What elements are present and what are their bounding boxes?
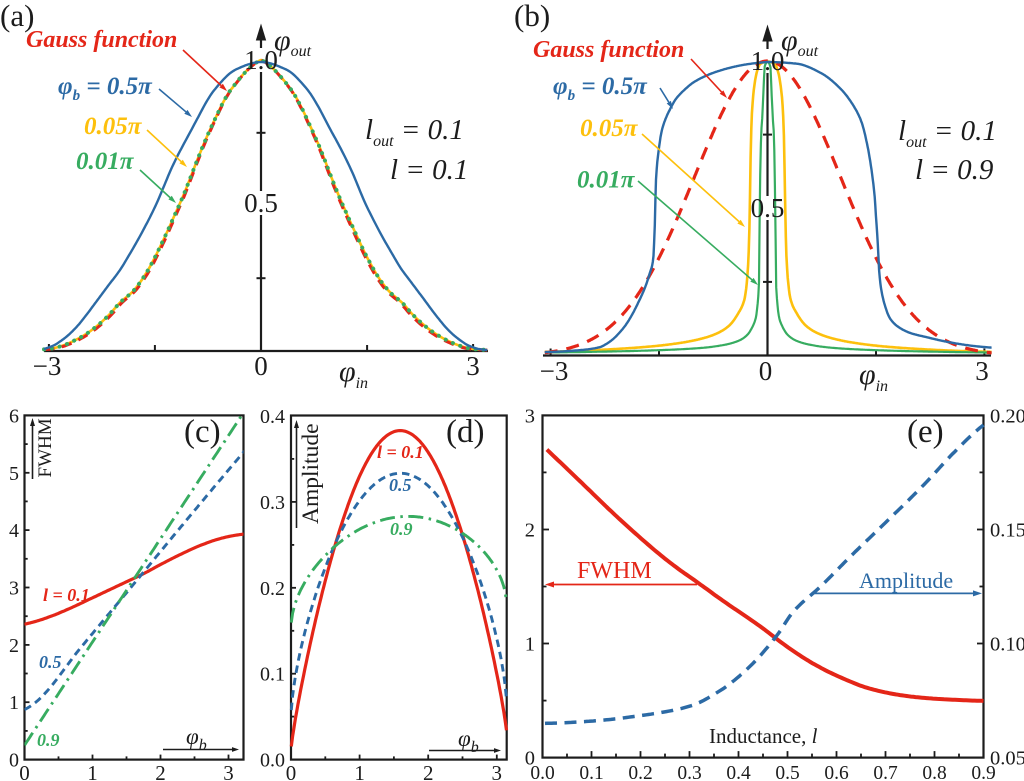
svg-text:3: 3	[9, 578, 19, 600]
svg-text:1.0: 1.0	[244, 45, 278, 75]
svg-text:Gauss function: Gauss function	[533, 37, 684, 63]
svg-text:0: 0	[19, 761, 30, 781]
svg-text:0.7: 0.7	[873, 763, 898, 781]
svg-text:Amplitude: Amplitude	[859, 568, 953, 593]
svg-text:3: 3	[223, 761, 234, 781]
svg-text:1: 1	[9, 692, 19, 714]
svg-text:0.10: 0.10	[990, 634, 1024, 656]
svg-text:0: 0	[286, 761, 297, 781]
svg-text:FWHM: FWHM	[577, 558, 652, 584]
svg-text:Gauss function: Gauss function	[26, 27, 177, 53]
svg-text:0.0: 0.0	[530, 763, 554, 781]
svg-text:φb = 0.5π: φb = 0.5π	[58, 73, 153, 104]
svg-text:0.2: 0.2	[628, 763, 652, 781]
svg-text:2: 2	[155, 761, 166, 781]
svg-text:6: 6	[9, 405, 19, 427]
svg-text:Inductance, l: Inductance, l	[709, 724, 818, 748]
svg-text:0.01π: 0.01π	[577, 167, 636, 194]
svg-text:0.1: 0.1	[260, 664, 285, 686]
svg-text:(c): (c)	[184, 414, 221, 450]
svg-text:−3: −3	[540, 356, 569, 386]
svg-text:0: 0	[759, 356, 773, 386]
svg-text:0.05π: 0.05π	[580, 115, 639, 142]
svg-text:l = 0.1: l = 0.1	[43, 585, 90, 605]
svg-text:−3: −3	[33, 351, 62, 381]
svg-text:3: 3	[975, 356, 989, 386]
svg-text:FWHM: FWHM	[35, 418, 56, 477]
svg-text:4: 4	[9, 520, 19, 542]
svg-text:1.0: 1.0	[751, 46, 785, 76]
svg-text:2: 2	[423, 761, 434, 781]
svg-text:0: 0	[525, 748, 535, 770]
svg-text:0.5: 0.5	[775, 763, 799, 781]
svg-text:Amplitude: Amplitude	[298, 423, 324, 524]
svg-text:3: 3	[492, 761, 503, 781]
svg-text:(b): (b)	[514, 0, 550, 33]
svg-text:0: 0	[9, 750, 19, 772]
svg-text:0.5: 0.5	[389, 475, 412, 495]
svg-text:l = 0.1: l = 0.1	[377, 442, 424, 462]
svg-text:1: 1	[525, 634, 535, 656]
svg-text:0.3: 0.3	[260, 492, 285, 514]
svg-text:2: 2	[9, 635, 19, 657]
svg-text:0.2: 0.2	[260, 578, 285, 600]
svg-text:0: 0	[254, 351, 268, 381]
svg-text:l = 0.9: l = 0.9	[915, 154, 994, 186]
svg-text:1: 1	[354, 761, 365, 781]
svg-text:0.1: 0.1	[579, 763, 603, 781]
svg-text:0.9: 0.9	[37, 730, 60, 750]
svg-text:2: 2	[525, 520, 535, 542]
svg-text:0.4: 0.4	[260, 406, 285, 428]
svg-text:φb = 0.5π: φb = 0.5π	[553, 73, 648, 104]
svg-text:0.0: 0.0	[260, 750, 285, 772]
svg-text:(a): (a)	[0, 0, 34, 33]
svg-text:0.6: 0.6	[824, 763, 849, 781]
svg-text:0.05: 0.05	[990, 748, 1024, 770]
svg-text:0.5: 0.5	[39, 652, 62, 672]
svg-text:0.8: 0.8	[922, 763, 946, 781]
svg-text:0.15: 0.15	[990, 520, 1024, 542]
svg-text:0.01π: 0.01π	[76, 148, 135, 175]
svg-text:0.20: 0.20	[990, 405, 1024, 427]
svg-text:l = 0.1: l = 0.1	[390, 154, 468, 186]
svg-text:0.05π: 0.05π	[84, 113, 143, 140]
svg-text:0.9: 0.9	[971, 763, 995, 781]
svg-text:0.5: 0.5	[751, 193, 785, 223]
svg-text:0.9: 0.9	[390, 519, 413, 539]
svg-text:0.3: 0.3	[677, 763, 701, 781]
svg-text:3: 3	[525, 405, 535, 427]
svg-text:5: 5	[9, 463, 19, 485]
svg-text:(d): (d)	[446, 414, 484, 450]
svg-text:0.5: 0.5	[244, 188, 278, 218]
svg-text:(e): (e)	[907, 414, 944, 450]
svg-text:1: 1	[87, 761, 98, 781]
svg-text:0.4: 0.4	[726, 763, 751, 781]
svg-text:3: 3	[466, 351, 480, 381]
